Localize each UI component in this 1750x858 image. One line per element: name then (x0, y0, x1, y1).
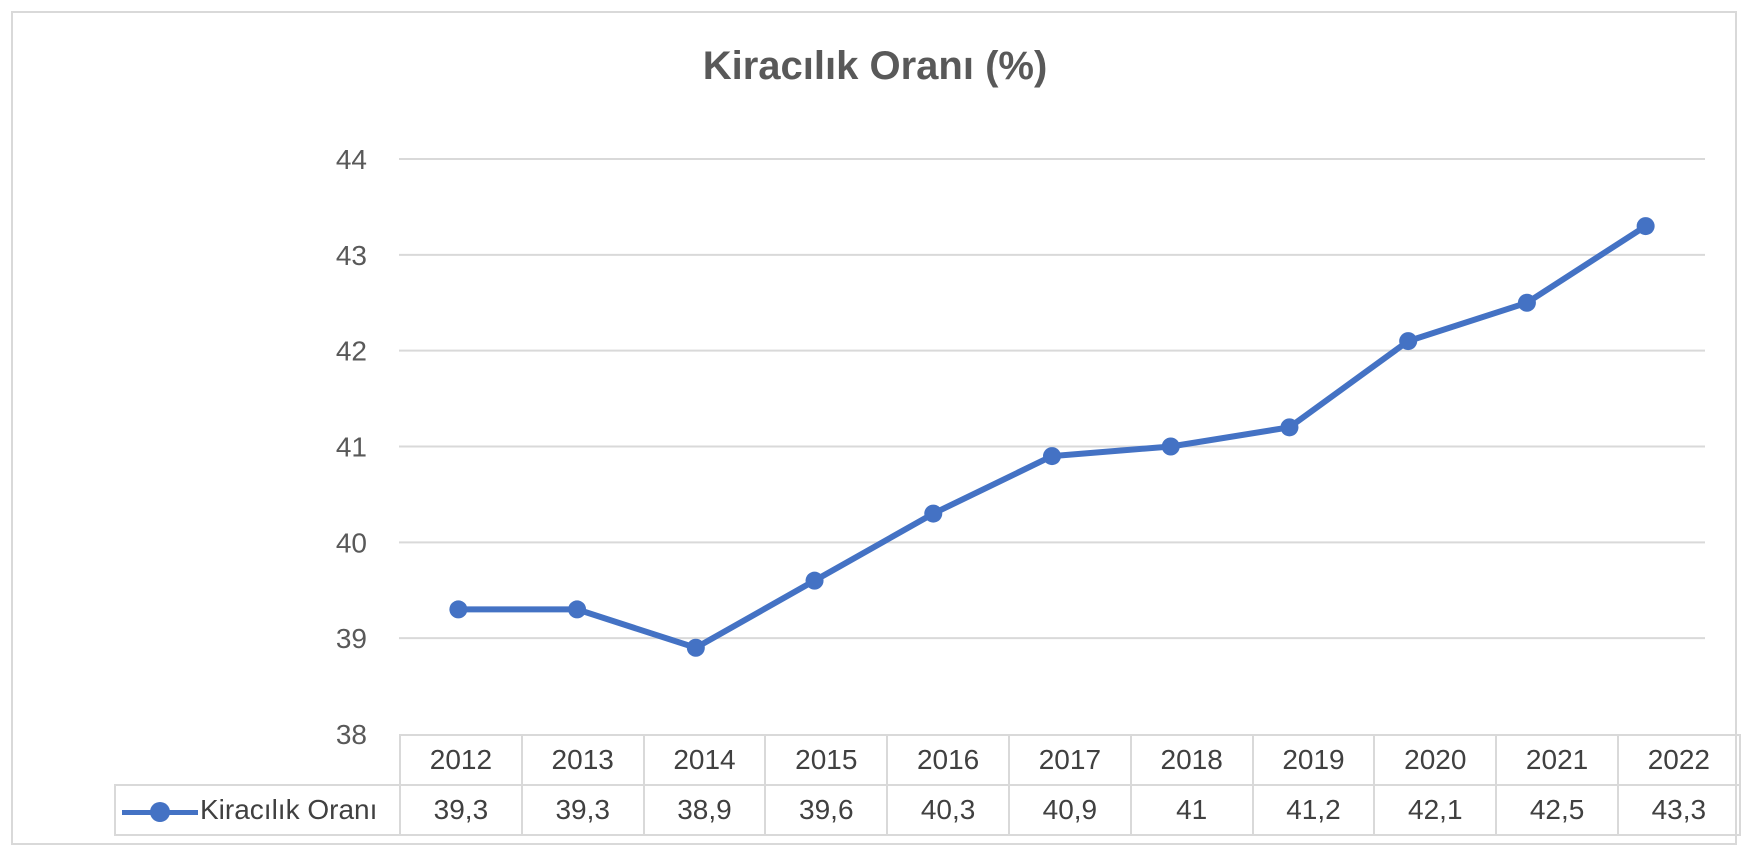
data-label: 40,9 (1007, 784, 1132, 836)
x-tick-label: 2019 (1251, 734, 1376, 786)
x-tick-label: 2013 (520, 734, 645, 786)
legend-entry: Kiracılık Oranı (114, 784, 401, 836)
data-point (449, 600, 468, 619)
year-row: 2012 2013 2014 2015 2016 2017 2018 2019 2020 2021… (115, 734, 1741, 786)
data-table: 2012 2013 2014 2015 2016 2017 2018 2019 2020 2021… (114, 734, 1741, 836)
data-point (1280, 418, 1299, 437)
data-label: 38,9 (642, 784, 767, 836)
data-point (805, 571, 824, 590)
data-point (686, 638, 705, 657)
y-tick-label: 43 (336, 240, 367, 271)
y-tick-label: 44 (336, 144, 367, 175)
data-point (1161, 437, 1180, 456)
x-tick-label: 2021 (1495, 734, 1619, 786)
data-point (1636, 217, 1655, 236)
x-tick-label: 2014 (642, 734, 767, 786)
x-tick-label: 2018 (1129, 734, 1254, 786)
data-point (1043, 447, 1061, 466)
data-label: 39,3 (520, 784, 645, 836)
x-tick-label: 2017 (1007, 734, 1132, 786)
y-tick-label: 39 (336, 623, 367, 654)
series-line (458, 223, 1648, 651)
grid-lines (399, 158, 1705, 640)
data-label: 42,5 (1495, 784, 1619, 836)
y-tick-label: 42 (336, 336, 367, 367)
data-point (1399, 332, 1418, 351)
data-label: 39,6 (764, 784, 889, 836)
series-layer (449, 217, 1655, 657)
data-label: 40,3 (886, 784, 1010, 836)
data-point (1517, 293, 1536, 312)
legend-label: Kiracılık Oranı (200, 794, 378, 825)
x-tick-label: 2022 (1616, 734, 1741, 786)
y-tick-label: 40 (336, 527, 367, 558)
x-tick-label: 2016 (886, 734, 1010, 786)
data-label: 43,3 (1616, 784, 1741, 836)
value-row: Kiracılık Oranı 39,3 39,3 38,9 39,6 40,3 40,9… (114, 784, 1741, 836)
x-tick-label: 2012 (399, 734, 523, 786)
table-corner (115, 735, 401, 786)
x-tick-label: 2020 (1373, 734, 1498, 786)
data-label: 41,2 (1251, 784, 1376, 836)
data-label: 39,3 (399, 784, 523, 836)
data-label: 42,1 (1373, 784, 1498, 836)
legend-marker-icon (122, 801, 198, 822)
data-point (924, 504, 943, 523)
data-label: 41 (1129, 784, 1254, 836)
chart-frame (11, 11, 1737, 845)
chart-title: Kiracılık Oranı (%) (702, 44, 1048, 88)
x-tick-label: 2015 (764, 734, 889, 786)
data-point (568, 600, 587, 619)
y-tick-label: 41 (336, 432, 367, 463)
